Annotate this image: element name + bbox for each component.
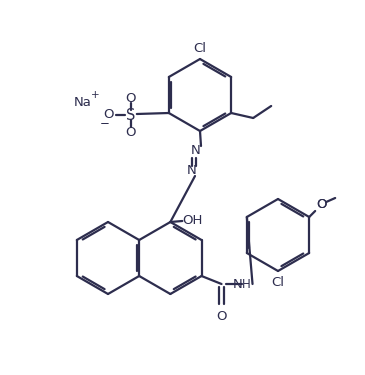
Text: Cl: Cl — [272, 276, 284, 290]
Text: S: S — [126, 108, 135, 123]
Text: Na: Na — [74, 96, 92, 109]
Text: O: O — [104, 108, 114, 122]
Text: −: − — [100, 117, 110, 130]
Text: N: N — [187, 165, 197, 177]
Text: H: H — [242, 278, 251, 291]
Text: O: O — [126, 126, 136, 138]
Text: OH: OH — [182, 213, 203, 226]
Text: Cl: Cl — [193, 42, 207, 56]
Text: N: N — [233, 278, 242, 291]
Text: O: O — [316, 198, 326, 211]
Text: N: N — [191, 144, 201, 158]
Text: +: + — [91, 90, 99, 100]
Text: O: O — [316, 198, 326, 211]
Text: O: O — [126, 92, 136, 105]
Text: O: O — [216, 309, 227, 322]
